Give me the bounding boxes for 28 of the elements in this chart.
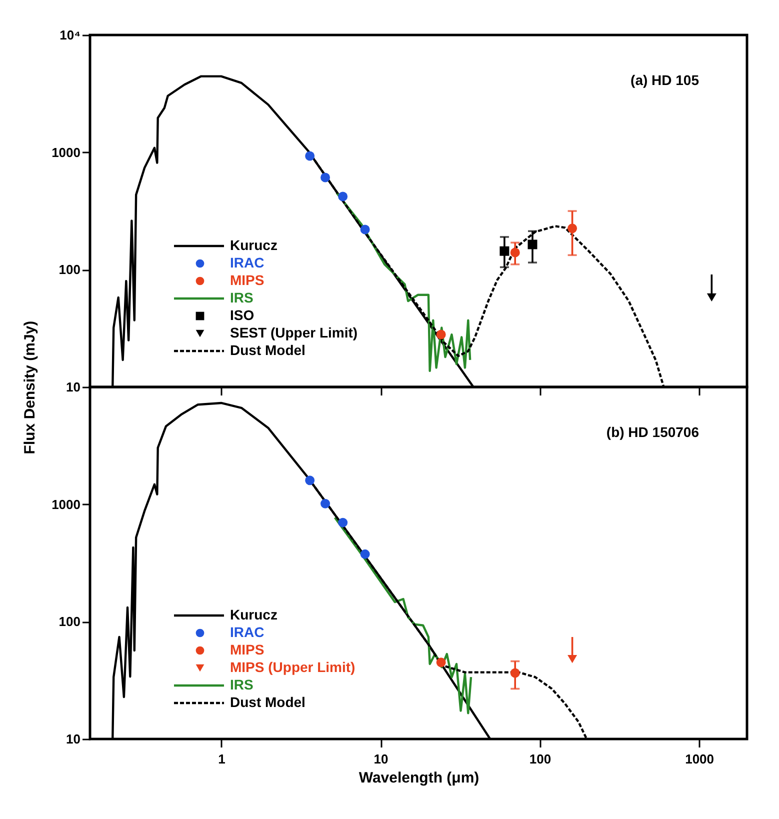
legend-label: MIPS (230, 272, 264, 288)
legend-label: IRAC (230, 254, 264, 270)
annotation: (a) HD 105 (630, 72, 700, 88)
y-tick-label: 10 (66, 380, 80, 394)
legend-label: MIPS (Upper Limit) (230, 659, 356, 675)
x-tick-label: 1000 (685, 752, 714, 766)
legend-label: IRS (230, 290, 254, 306)
legend-label: Dust Model (230, 694, 306, 710)
legend-label: MIPS (230, 642, 264, 658)
x-tick-label: 100 (529, 752, 552, 766)
x-tick-label: 10 (374, 752, 388, 766)
legend-label: ISO (230, 307, 254, 323)
y-tick-label: 100 (58, 614, 80, 630)
legend-label: Kurucz (230, 237, 278, 253)
legend-label: SEST (Upper Limit) (230, 324, 358, 340)
legend-label: Kurucz (230, 606, 278, 622)
x-axis-title: Wavelength (μm) (358, 770, 480, 786)
y-tick-label: 1000 (52, 144, 80, 160)
x-tick-label: 1 (218, 752, 226, 766)
y-tick-label: 10⁴ (60, 28, 80, 42)
legend-label: Dust Model (230, 342, 306, 358)
y-axis-title: Flux Density (mJy) (22, 320, 39, 454)
legend-label: IRAC (230, 624, 264, 640)
y-tick-label: 1000 (52, 496, 80, 512)
annotation: (b) HD 150706 (606, 424, 700, 440)
legend-label: IRS (230, 676, 254, 692)
y-tick-label: 10 (66, 732, 80, 746)
y-tick-label: 100 (58, 262, 80, 278)
